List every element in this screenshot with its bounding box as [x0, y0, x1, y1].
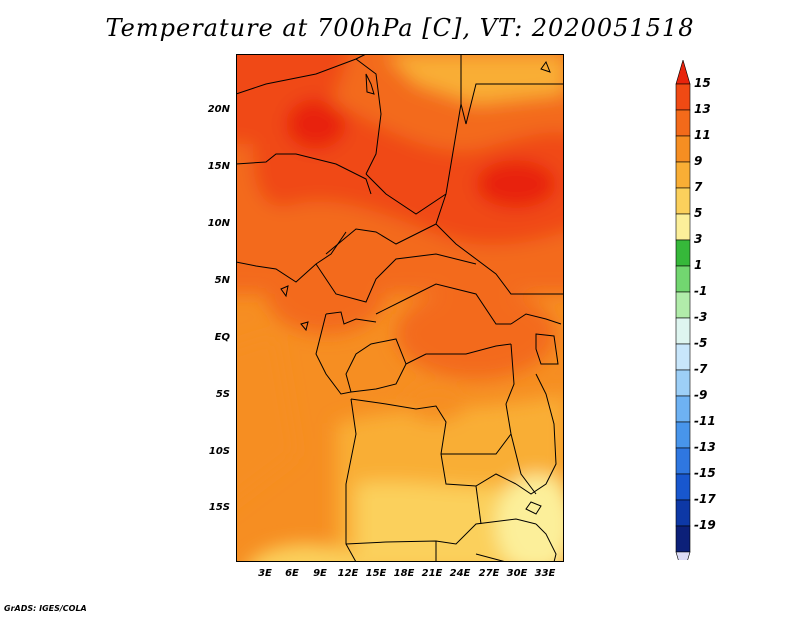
lon-label-33e: 33E [534, 568, 556, 579]
colorbar-segment [675, 291, 691, 319]
lon-label-6e: 6E [285, 568, 299, 579]
colorbar-segment [675, 213, 691, 241]
lon-label-24e: 24E [449, 568, 471, 579]
lat-label-20n: 20N [207, 104, 230, 115]
colorbar-label: -17 [694, 492, 716, 506]
lon-label-21e: 21E [421, 568, 443, 579]
colorbar-label: -15 [694, 466, 716, 480]
lon-label-9e: 9E [313, 568, 327, 579]
colorbar-label: -13 [694, 440, 716, 454]
lon-label-30e: 30E [506, 568, 528, 579]
lat-label-5n: 5N [214, 275, 230, 286]
colorbar-label: 15 [694, 76, 711, 90]
colorbar-label: 11 [694, 128, 711, 142]
lon-label-18e: 18E [393, 568, 415, 579]
colorbar-label: 7 [694, 180, 703, 194]
colorbar-label: -11 [694, 414, 716, 428]
colorbar-segment [675, 525, 691, 553]
colorbar-label: -1 [694, 284, 708, 298]
lat-label-15s: 15S [208, 502, 230, 513]
lat-label-5s: 5S [215, 389, 230, 400]
lat-label-10s: 10S [208, 446, 230, 457]
colorbar-label: 9 [694, 154, 703, 168]
colorbar-segment [675, 109, 691, 137]
colorbar-segment [675, 343, 691, 371]
colorbar-segment [675, 421, 691, 449]
colorbar-segment [675, 187, 691, 215]
colorbar [675, 60, 691, 560]
colorbar-label: -5 [694, 336, 708, 350]
colorbar-label: -7 [694, 362, 708, 376]
lon-label-27e: 27E [478, 568, 500, 579]
colorbar-segment [675, 161, 691, 189]
colorbar-label: 5 [694, 206, 703, 220]
colorbar-segment [675, 369, 691, 397]
colorbar-bottom-arrow [675, 551, 691, 560]
colorbar-segment [675, 447, 691, 475]
country-borders [236, 54, 564, 562]
colorbar-segment [675, 265, 691, 293]
lon-label-15e: 15E [365, 568, 387, 579]
colorbar-label: 1 [694, 258, 703, 272]
lat-label-15n: 15N [207, 161, 230, 172]
colorbar-label: -19 [694, 518, 716, 532]
map-frame [236, 54, 564, 562]
grads-credit: GrADS: IGES/COLA [4, 604, 87, 613]
colorbar-label: -3 [694, 310, 708, 324]
colorbar-segment [675, 473, 691, 501]
lon-label-3e: 3E [258, 568, 272, 579]
temperature-field [236, 54, 564, 562]
colorbar-segment [675, 135, 691, 163]
colorbar-segment [675, 83, 691, 111]
colorbar-segment [675, 239, 691, 267]
colorbar-label: 3 [694, 232, 703, 246]
lon-label-12e: 12E [337, 568, 359, 579]
lat-label-10n: 10N [207, 218, 230, 229]
temperature-map [236, 54, 564, 562]
colorbar-top-arrow [675, 60, 691, 85]
colorbar-segment [675, 317, 691, 345]
colorbar-label: -9 [694, 388, 708, 402]
colorbar-segment [675, 395, 691, 423]
lat-label-eq: EQ [214, 332, 230, 343]
colorbar-segment [675, 499, 691, 527]
map-title: Temperature at 700hPa [C], VT: 202005151… [105, 14, 695, 42]
colorbar-label: 13 [694, 102, 711, 116]
